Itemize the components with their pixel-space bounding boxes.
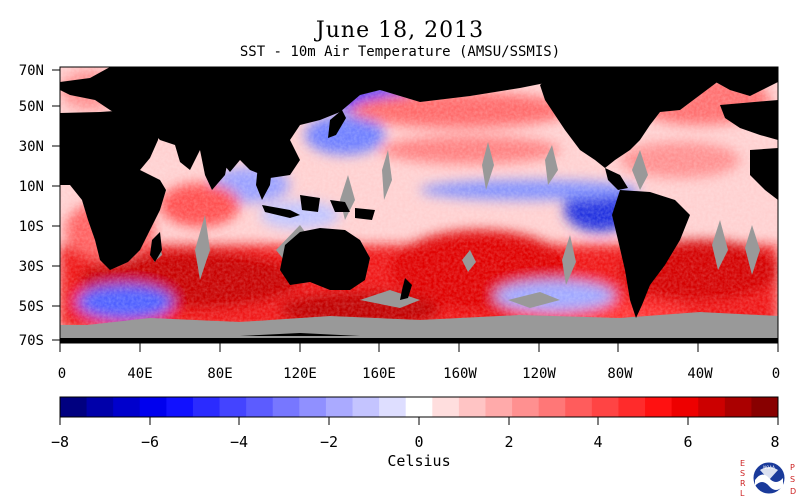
land-mask: [60, 67, 778, 343]
logo-letter: D: [790, 487, 796, 496]
lon-label-80e: 80E: [207, 366, 233, 382]
colorbar-swatch: [698, 397, 726, 417]
lat-ticks: [52, 69, 60, 341]
lat-label-70s: 70S: [18, 333, 44, 349]
colorbar-swatch: [565, 397, 593, 417]
colorbar-swatch: [325, 397, 354, 417]
colorbar-swatch: [751, 397, 779, 417]
lat-label-50n: 50N: [18, 99, 44, 115]
lon-label-0-east: 0: [771, 366, 781, 382]
colorbar-tick-label: 6: [683, 433, 693, 451]
map-subtitle: SST - 10m Air Temperature (AMSU/SSMIS): [239, 44, 561, 60]
lat-label-30s: 30S: [18, 259, 44, 275]
colorbar-swatch: [645, 397, 673, 417]
logo-letter: E: [740, 459, 745, 468]
colorbar-swatch: [512, 397, 540, 417]
colorbar-swatch: [591, 397, 619, 417]
lon-label-120w: 120W: [522, 366, 556, 382]
logo-letter: S: [740, 469, 745, 478]
colorbar-tick-label: 0: [414, 433, 424, 451]
colorbar-swatch: [405, 397, 433, 417]
colorbar-swatch: [618, 397, 646, 417]
colorbar-swatch: [139, 397, 167, 417]
colorbar-swatch: [60, 397, 88, 417]
colorbar: [60, 397, 779, 417]
map-frame: [59, 66, 779, 344]
lat-label-10s: 10S: [18, 219, 44, 235]
colorbar-tick-label: 8: [770, 433, 780, 451]
logo-center-text: NOAA: [763, 465, 775, 470]
lat-label-10n: 10N: [18, 179, 44, 195]
colorbar-swatch: [86, 397, 114, 417]
logo-letter: P: [790, 463, 795, 472]
lon-label-160w: 160W: [443, 366, 477, 382]
colorbar-swatch: [299, 397, 327, 417]
colorbar-units-label: Celsius: [387, 452, 451, 470]
colorbar-tick-label: −4: [229, 433, 249, 451]
colorbar-swatch: [166, 397, 194, 417]
colorbar-swatch: [379, 397, 407, 417]
logo-letter: S: [790, 475, 795, 484]
colorbar-tick-label: −2: [319, 433, 339, 451]
lon-label-40e: 40E: [127, 366, 153, 382]
noaa-logo: E S R L P S D NOAA: [740, 459, 796, 498]
colorbar-swatch: [485, 397, 513, 417]
colorbar-tick-label: −6: [140, 433, 160, 451]
colorbar-swatch: [458, 397, 486, 417]
colorbar-ticks: [59, 417, 779, 425]
colorbar-swatch: [538, 397, 566, 417]
lat-label-70n: 70N: [18, 63, 44, 79]
colorbar-swatch: [192, 397, 221, 417]
map-title: June 18, 2013: [315, 18, 485, 43]
colorbar-swatch: [113, 397, 141, 417]
colorbar-tick-label: −8: [50, 433, 70, 451]
lon-label-80w: 80W: [607, 366, 633, 382]
colorbar-tick-label: 4: [593, 433, 603, 451]
colorbar-swatch: [724, 397, 752, 417]
lon-label-160e: 160E: [362, 366, 396, 382]
colorbar-swatch: [219, 397, 247, 417]
sst-anomaly-field: [60, 67, 778, 343]
colorbar-swatch: [246, 397, 274, 417]
colorbar-swatch: [432, 397, 460, 417]
logo-letter: R: [740, 479, 746, 488]
lon-ticks: [59, 343, 779, 352]
lon-label-0: 0: [57, 366, 67, 382]
lon-label-120e: 120E: [283, 366, 317, 382]
lat-label-30n: 30N: [18, 139, 44, 155]
lon-label-40w: 40W: [687, 366, 713, 382]
colorbar-swatch: [671, 397, 699, 417]
colorbar-swatch: [272, 397, 300, 417]
colorbar-swatch: [352, 397, 380, 417]
lat-label-50s: 50S: [18, 299, 44, 315]
logo-letter: L: [740, 489, 745, 498]
colorbar-tick-label: 2: [504, 433, 514, 451]
